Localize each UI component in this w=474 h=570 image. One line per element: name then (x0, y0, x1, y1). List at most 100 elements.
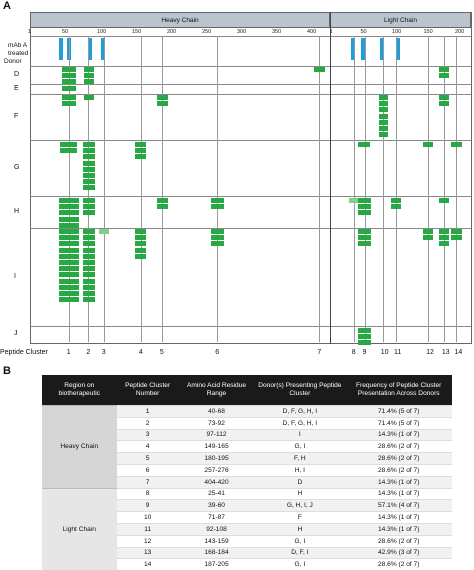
peptide-marker (210, 229, 225, 234)
peptide-marker (438, 95, 449, 100)
row-label-donor: F (14, 113, 19, 120)
peptide-marker (357, 210, 371, 216)
donors-cell: H (254, 522, 346, 536)
treated-epitope-bar (88, 38, 93, 60)
cluster-number: 1 (66, 349, 71, 356)
peptide-marker (82, 284, 96, 290)
cluster-guide-line (103, 36, 105, 342)
table-row: 6 257-276 H, I 28.6% (2 of 7) (42, 463, 452, 477)
frequency-cell: 14.3% (1 of 7) (345, 487, 452, 500)
peptide-marker (82, 253, 96, 259)
peptide-marker (59, 272, 79, 278)
peptide-marker (210, 198, 225, 203)
donors-cell: D, F, G, H, I (254, 405, 346, 418)
treated-epitope-bar (380, 38, 385, 60)
peptide-marker (357, 204, 371, 210)
cluster-number: 8 (351, 349, 356, 356)
col-header-range: Amino Acid Residue Range (178, 375, 255, 406)
peptide-marker (82, 198, 96, 203)
row-separator (30, 326, 471, 327)
col-header-donors: Donor(s) Presenting Peptide Cluster (254, 375, 346, 406)
residue-range-cell: 40-68 (178, 405, 255, 418)
peptide-marker (210, 241, 225, 247)
peptide-marker (348, 198, 359, 203)
panel-a-letter: A (3, 0, 11, 12)
peptide-marker (438, 198, 449, 203)
cluster-number: 5 (159, 349, 164, 356)
peptide-marker (61, 86, 76, 91)
cluster-number-cell: 12 (116, 534, 179, 548)
col-header-region: Region on biotherapeutic (42, 375, 117, 406)
col-header-frequency: Frequency of Peptide Cluster Presentatio… (345, 375, 452, 406)
peptide-marker (60, 142, 78, 147)
row-label-donor: E (14, 85, 19, 92)
peptide-marker (390, 204, 402, 210)
peptide-marker (82, 160, 96, 166)
peptide-marker (450, 229, 463, 234)
frequency-cell: 42.9% (3 of 7) (345, 546, 452, 559)
donors-cell: G, H, I, J (254, 499, 346, 512)
donors-cell: F (254, 511, 346, 524)
hc-tick-label: 100 (97, 29, 107, 35)
peptide-marker (438, 101, 449, 107)
peptide-marker (357, 229, 371, 234)
treated-epitope-bar (396, 38, 400, 60)
row-label-donor: G (14, 164, 20, 171)
row-label-donor: I (14, 273, 16, 280)
donors-cell: G, I (254, 558, 346, 570)
cluster-number: 11 (394, 349, 402, 356)
peptide-marker (61, 95, 76, 100)
treated-epitope-bar (101, 38, 105, 60)
treated-epitope-bar (59, 38, 63, 60)
peptide-marker (59, 235, 79, 241)
peptide-marker (82, 266, 96, 272)
cluster-number-cell: 13 (116, 546, 179, 559)
frequency-cell: 71.4% (5 of 7) (345, 405, 452, 418)
cluster-number: 3 (101, 349, 106, 356)
peptide-marker (82, 235, 96, 241)
peptide-marker (378, 95, 388, 100)
panel-b: B Region on biotherapeutic Peptide Clust… (0, 365, 474, 570)
col-header-cluster: Peptide Cluster Number (116, 375, 179, 406)
hc-tick-label: 200 (167, 29, 177, 35)
peptide-marker (59, 222, 79, 228)
residue-range-cell: 92-108 (178, 522, 255, 536)
cluster-number-cell: 10 (116, 511, 179, 524)
table-row: 4 149-165 G, I 28.6% (2 of 7) (42, 440, 452, 453)
row-label-donor: J (14, 330, 18, 337)
frequency-cell: 57.1% (4 of 7) (345, 499, 452, 512)
cluster-guide-line (396, 36, 397, 342)
peptide-marker (61, 101, 76, 107)
peptide-marker (378, 126, 388, 131)
frequency-cell: 28.6% (2 of 7) (345, 558, 452, 570)
frequency-cell: 14.3% (1 of 7) (345, 522, 452, 536)
lc-tick-label: 200 (455, 29, 465, 35)
peptide-marker (357, 328, 371, 333)
peptide-marker (135, 229, 147, 234)
cluster-guide-line (319, 36, 321, 342)
hc-tick-label: 1 (27, 29, 31, 35)
peptide-marker (82, 297, 96, 303)
peptide-marker (60, 148, 78, 154)
peptide-marker (357, 334, 371, 340)
peptide-marker (357, 198, 371, 203)
table-header-row: Region on biotherapeutic Peptide Cluster… (42, 375, 452, 406)
peptide-marker (82, 173, 96, 178)
frequency-cell: 14.3% (1 of 7) (345, 511, 452, 524)
peptide-marker (423, 229, 434, 234)
peptide-marker (82, 291, 96, 296)
peptide-marker (59, 284, 79, 290)
peptide-marker (378, 119, 388, 125)
peptide-marker (59, 297, 79, 303)
peptide-marker (82, 247, 96, 253)
peptide-marker (82, 272, 96, 278)
peptide-marker (83, 67, 94, 72)
peptide-marker (357, 340, 371, 346)
peptide-marker (313, 67, 325, 72)
peptide-marker (59, 278, 79, 284)
donors-cell: D, F, G, H, I (254, 416, 346, 430)
peptide-marker (210, 204, 225, 210)
peptide-marker (438, 67, 449, 72)
peptide-marker (357, 235, 371, 241)
cluster-number-cell: 14 (116, 558, 179, 570)
